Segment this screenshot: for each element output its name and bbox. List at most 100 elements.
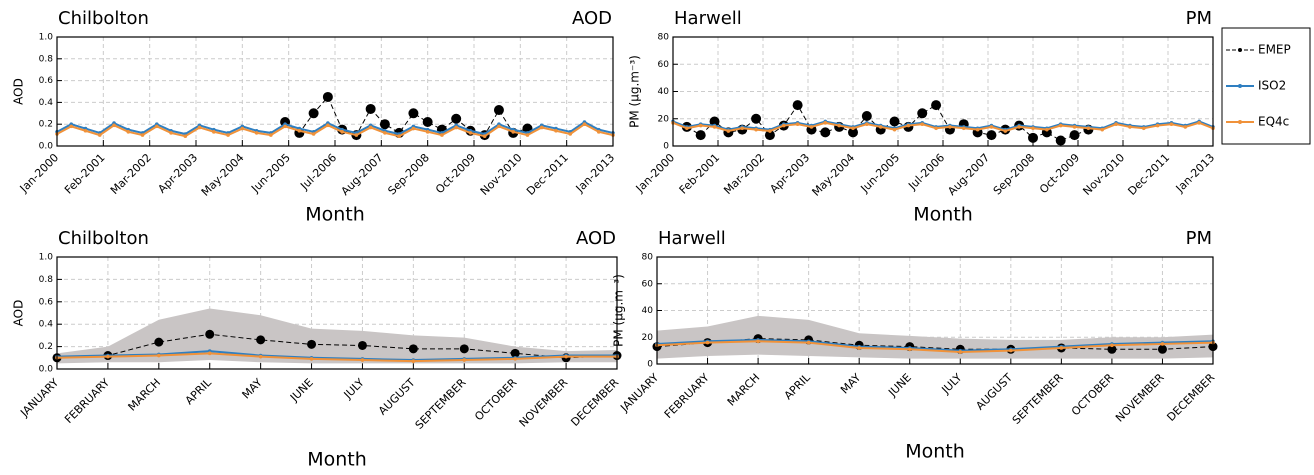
- marker: [823, 121, 828, 125]
- marker: [154, 337, 164, 347]
- x-tick-label: JANUARY: [617, 371, 661, 415]
- y-tick-label: 60: [642, 279, 654, 289]
- series-line: [56, 352, 617, 363]
- marker: [283, 124, 287, 129]
- marker: [1157, 344, 1167, 354]
- marker: [383, 131, 387, 135]
- x-tick-label: DECEMBER: [568, 376, 621, 429]
- marker: [554, 128, 558, 133]
- marker: [920, 122, 925, 126]
- marker: [497, 124, 501, 129]
- marker: [311, 132, 316, 136]
- series-line: [656, 340, 1214, 353]
- marker: [1155, 123, 1160, 128]
- title-left: Harwell: [674, 8, 742, 29]
- marker: [157, 353, 161, 358]
- marker: [1197, 121, 1201, 125]
- x-tick-label: Apr-2003: [767, 151, 812, 196]
- x-tick-label: Dec-2011: [1125, 151, 1172, 198]
- plot-frame: [56, 36, 614, 147]
- title-left: Chilbolton: [58, 228, 149, 249]
- x-tick-label: Feb-2001: [62, 151, 108, 197]
- marker: [1058, 123, 1063, 128]
- marker: [368, 125, 373, 130]
- x-tick-label: MARCH: [725, 371, 763, 409]
- x-tick-label: Mar-2002: [721, 151, 767, 197]
- x-tick-label: Aug-2007: [945, 151, 992, 198]
- marker: [795, 122, 800, 126]
- marker: [408, 108, 419, 119]
- y-tick-label: 80: [658, 33, 670, 43]
- x-tick-label: APRIL: [183, 375, 215, 407]
- marker: [712, 125, 717, 129]
- marker: [205, 329, 215, 339]
- marker: [309, 357, 314, 361]
- marker: [297, 128, 302, 133]
- x-tick-label: Aug-2007: [339, 151, 386, 198]
- marker: [511, 130, 516, 134]
- marker: [892, 127, 897, 132]
- x-tick-label: Feb-2001: [677, 151, 723, 197]
- series-line: [56, 350, 617, 362]
- series-line: [672, 120, 1214, 131]
- marker: [751, 113, 762, 124]
- marker: [468, 131, 473, 135]
- y-axis-label: PM (µg.m⁻³): [628, 55, 642, 128]
- y-axis-label: AOD: [12, 300, 26, 327]
- marker: [1069, 130, 1080, 141]
- x-tick-label: Jun-2005: [858, 151, 903, 196]
- marker: [754, 127, 758, 132]
- marker: [326, 123, 330, 128]
- y-tick-label: 0.2: [39, 342, 53, 352]
- marker: [1169, 122, 1174, 126]
- series-line: [686, 104, 1089, 142]
- marker: [1045, 127, 1049, 132]
- x-tick-label: JUNE: [885, 371, 914, 400]
- title-left: Chilbolton: [58, 8, 149, 29]
- marker: [1107, 344, 1117, 354]
- marker: [756, 339, 760, 344]
- legend-box: [1221, 27, 1311, 145]
- y-tick-label: 0.0: [39, 365, 54, 375]
- x-tick-label: Nov-2010: [1080, 151, 1127, 198]
- marker: [197, 125, 202, 130]
- legend-label: EQ4c: [1258, 115, 1289, 129]
- marker: [525, 133, 530, 137]
- marker: [256, 335, 266, 345]
- marker: [425, 130, 430, 134]
- marker: [513, 357, 517, 361]
- x-tick-label: FEBRUARY: [62, 376, 112, 426]
- marker: [889, 116, 900, 127]
- x-tick-label: May-2004: [810, 151, 858, 199]
- x-tick-label: JUNE: [287, 376, 316, 405]
- marker: [1141, 126, 1146, 131]
- y-tick-label: 0.8: [39, 275, 54, 285]
- marker: [1017, 125, 1021, 129]
- range-band: [657, 315, 1213, 359]
- marker: [226, 133, 230, 137]
- x-tick-label: MAY: [838, 371, 864, 397]
- y-tick-label: 1.0: [39, 253, 54, 263]
- legend-marker: [1238, 120, 1242, 124]
- marker: [357, 340, 367, 350]
- x-tick-label: MARCH: [126, 376, 164, 414]
- marker: [408, 344, 418, 354]
- series-line: [56, 120, 614, 136]
- x-tick-label: Jan-2000: [633, 151, 677, 195]
- marker: [848, 127, 858, 138]
- marker: [354, 133, 359, 137]
- marker: [322, 91, 333, 102]
- y-axis-label: PM (µg.m⁻³): [612, 274, 626, 347]
- marker: [1128, 125, 1132, 129]
- y-tick-label: 0: [663, 142, 669, 152]
- marker: [568, 132, 573, 136]
- marker: [126, 130, 131, 134]
- marker: [709, 116, 720, 127]
- marker: [97, 133, 102, 137]
- x-tick-label: OCTOBER: [472, 376, 520, 424]
- marker: [975, 127, 980, 132]
- marker: [865, 122, 869, 126]
- marker: [695, 130, 706, 141]
- y-tick-label: 60: [658, 60, 670, 70]
- marker: [685, 126, 689, 131]
